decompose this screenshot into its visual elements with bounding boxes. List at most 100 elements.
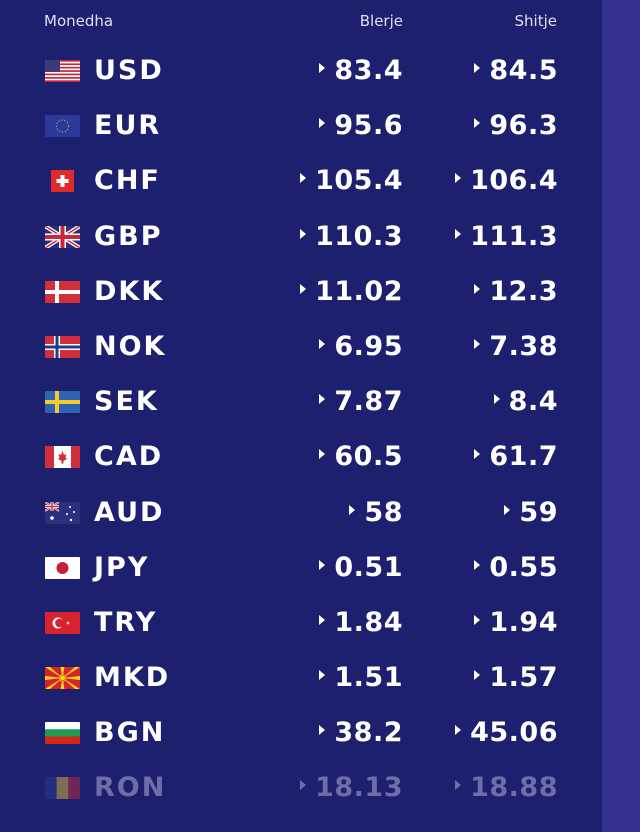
caret-right-icon (474, 559, 481, 570)
au-flag-icon (45, 501, 80, 524)
sell-rate: 12.3 (474, 276, 558, 307)
caret-right-icon (300, 780, 307, 791)
buy-rate: 18.13 (300, 773, 403, 803)
no-flag-icon (45, 335, 80, 358)
ro-flag-icon (45, 777, 80, 800)
caret-right-icon (319, 394, 326, 405)
caret-right-icon (455, 780, 462, 791)
caret-right-icon (455, 173, 462, 184)
buy-rate: 38.2 (319, 718, 403, 748)
rate-row-gbp: GBP 110.3 111.3 (0, 210, 602, 265)
caret-right-icon (474, 118, 481, 129)
header-currency: Monedha (44, 12, 114, 30)
rate-row-aud: AUD 58 59 (0, 486, 602, 541)
buy-rate: 6.95 (319, 331, 403, 362)
buy-rate: 7.87 (319, 387, 403, 417)
sell-rate: 1.94 (474, 607, 558, 638)
sell-rate: 0.55 (474, 552, 558, 583)
currency-code: AUD (94, 496, 165, 528)
sell-rate: 1.57 (474, 663, 558, 693)
caret-right-icon (300, 228, 307, 239)
buy-rate: 58 (349, 497, 403, 528)
rate-row-mkd: MKD 1.51 1.57 (0, 651, 602, 706)
buy-rate: 105.4 (300, 166, 403, 196)
caret-right-icon (504, 504, 511, 515)
rate-row-eur: EUR 95.6 96.3 (0, 99, 602, 154)
currency-code: RON (94, 772, 167, 804)
caret-right-icon (474, 670, 481, 681)
mk-flag-icon (45, 667, 80, 690)
dk-flag-icon (45, 280, 80, 303)
gb-flag-icon (45, 225, 80, 248)
caret-right-icon (319, 338, 326, 349)
rate-row-dkk: DKK 11.02 12.3 (0, 265, 602, 320)
caret-right-icon (319, 118, 326, 129)
buy-rate: 110.3 (300, 221, 403, 252)
caret-right-icon (319, 670, 326, 681)
ch-flag-icon (45, 170, 80, 193)
currency-code: BGN (94, 717, 166, 749)
caret-right-icon (455, 725, 462, 736)
caret-right-icon (455, 228, 462, 239)
sell-rate: 61.7 (474, 442, 558, 472)
se-flag-icon (45, 391, 80, 414)
caret-right-icon (300, 283, 307, 294)
rate-row-ron: RON 18.13 18.88 (0, 761, 602, 816)
sell-rate: 18.88 (455, 773, 558, 803)
buy-rate: 11.02 (300, 276, 403, 307)
caret-right-icon (319, 449, 326, 460)
caret-right-icon (319, 725, 326, 736)
rate-row-nok: NOK 6.95 7.38 (0, 320, 602, 375)
buy-rate: 1.84 (319, 607, 403, 638)
buy-rate: 0.51 (319, 552, 403, 583)
rate-row-try: TRY 1.84 1.94 (0, 596, 602, 651)
currency-code: TRY (94, 606, 158, 638)
caret-right-icon (319, 614, 326, 625)
rate-rows: USD 83.4 84.5 EUR 95.6 96.3 CHF 105.4 10… (0, 44, 602, 817)
currency-code: EUR (94, 110, 162, 142)
currency-code: DKK (94, 275, 165, 307)
caret-right-icon (474, 614, 481, 625)
currency-code: CAD (94, 441, 164, 473)
sell-rate: 8.4 (493, 387, 558, 417)
currency-code: JPY (94, 551, 150, 583)
sell-rate: 84.5 (474, 56, 558, 86)
caret-right-icon (349, 504, 356, 515)
sell-rate: 111.3 (455, 221, 558, 252)
currency-code: NOK (94, 330, 167, 362)
rate-row-jpy: JPY 0.51 0.55 (0, 541, 602, 596)
currency-code: GBP (94, 220, 163, 252)
rate-row-bgn: BGN 38.2 45.06 (0, 706, 602, 761)
currency-code: USD (94, 55, 164, 86)
buy-rate: 95.6 (319, 111, 403, 141)
ca-flag-icon (45, 446, 80, 469)
right-side-strip (602, 0, 640, 832)
us-flag-icon (45, 60, 80, 82)
sell-rate: 7.38 (474, 331, 558, 362)
caret-right-icon (474, 63, 481, 73)
caret-right-icon (474, 338, 481, 349)
rate-row-chf: CHF 105.4 106.4 (0, 154, 602, 209)
sell-rate: 96.3 (474, 111, 558, 141)
rate-row-cad: CAD 60.5 61.7 (0, 430, 602, 485)
sell-rate: 106.4 (455, 166, 558, 196)
jp-flag-icon (45, 556, 80, 579)
tr-flag-icon (45, 611, 80, 634)
header-buy: Blerje (359, 12, 403, 30)
currency-code: MKD (94, 662, 171, 694)
sell-rate: 59 (504, 497, 558, 528)
rate-row-usd: USD 83.4 84.5 (0, 44, 602, 99)
sell-rate: 45.06 (455, 718, 558, 748)
currency-code: CHF (94, 165, 161, 197)
caret-right-icon (319, 559, 326, 570)
buy-rate: 1.51 (319, 663, 403, 693)
caret-right-icon (493, 394, 500, 405)
caret-right-icon (474, 449, 481, 460)
table-header: Monedha Blerje Shitje (0, 0, 602, 44)
caret-right-icon (300, 173, 307, 184)
caret-right-icon (474, 283, 481, 294)
header-sell: Shitje (514, 12, 557, 30)
caret-right-icon (319, 63, 326, 73)
currency-code: SEK (94, 386, 159, 418)
exchange-rate-table: Monedha Blerje Shitje USD 83.4 84.5 EUR … (0, 0, 602, 817)
